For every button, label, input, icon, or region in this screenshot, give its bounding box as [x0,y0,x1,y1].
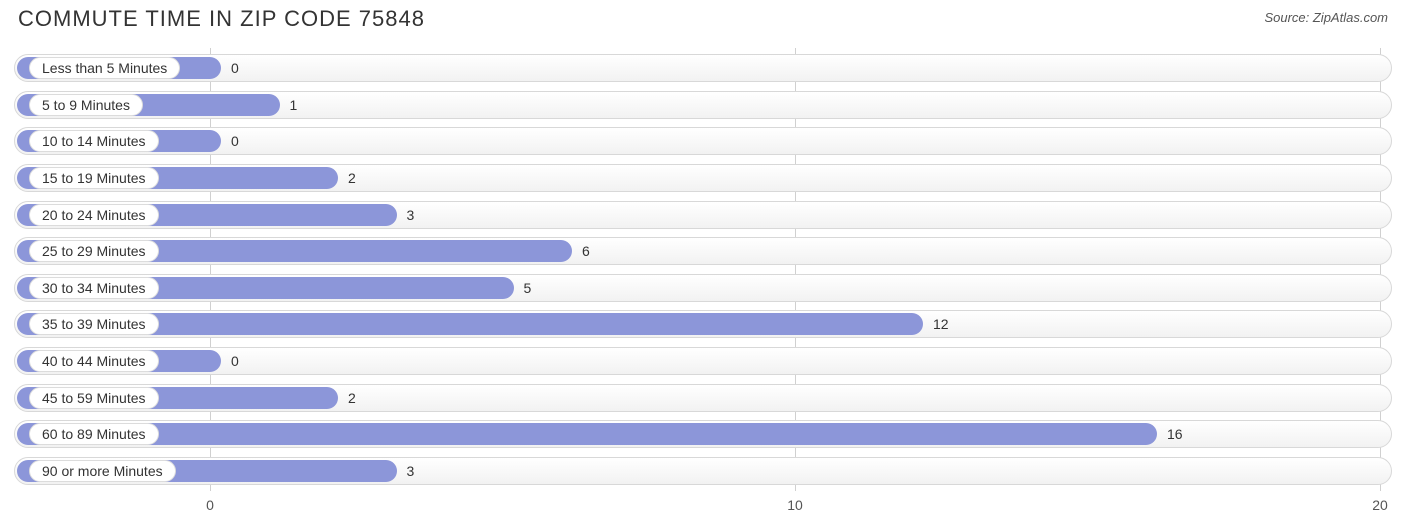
plot-area: Less than 5 Minutes 0 5 to 9 Minutes 1 10 to… [14,48,1392,491]
value-label: 0 [231,60,239,76]
value-label: 2 [348,170,356,186]
bar-row: 30 to 34 Minutes 5 [14,274,1392,302]
value-label: 6 [582,243,590,259]
category-label: 35 to 39 Minutes [29,313,159,335]
category-label: 10 to 14 Minutes [29,130,159,152]
value-label: 1 [290,97,298,113]
value-label: 5 [524,280,532,296]
value-label: 2 [348,390,356,406]
category-label: 20 to 24 Minutes [29,204,159,226]
x-axis: 0 10 20 [14,497,1392,517]
bar-row: 35 to 39 Minutes 12 [14,310,1392,338]
bar-row: 40 to 44 Minutes 0 [14,347,1392,375]
bar-row: 20 to 24 Minutes 3 [14,201,1392,229]
bar-row: 90 or more Minutes 3 [14,457,1392,485]
chart-container: COMMUTE TIME IN ZIP CODE 75848 Source: Z… [0,0,1406,523]
category-label: 30 to 34 Minutes [29,277,159,299]
bar-row: 60 to 89 Minutes 16 [14,420,1392,448]
bar [17,423,1157,445]
chart-header: COMMUTE TIME IN ZIP CODE 75848 Source: Z… [0,0,1406,32]
category-label: 25 to 29 Minutes [29,240,159,262]
bars-group: Less than 5 Minutes 0 5 to 9 Minutes 1 10 to… [14,54,1392,485]
value-label: 3 [407,463,415,479]
x-tick-label: 0 [206,497,214,513]
bar-row: 45 to 59 Minutes 2 [14,384,1392,412]
value-label: 0 [231,133,239,149]
category-label: 90 or more Minutes [29,460,176,482]
bar-row: 25 to 29 Minutes 6 [14,237,1392,265]
bar-row: Less than 5 Minutes 0 [14,54,1392,82]
chart-title: COMMUTE TIME IN ZIP CODE 75848 [18,6,425,32]
category-label: 60 to 89 Minutes [29,423,159,445]
category-label: 5 to 9 Minutes [29,94,143,116]
category-label: 15 to 19 Minutes [29,167,159,189]
category-label: 45 to 59 Minutes [29,387,159,409]
x-tick-label: 20 [1372,497,1388,513]
category-label: 40 to 44 Minutes [29,350,159,372]
bar-row: 15 to 19 Minutes 2 [14,164,1392,192]
value-label: 0 [231,353,239,369]
chart-source: Source: ZipAtlas.com [1264,6,1388,25]
bar-row: 10 to 14 Minutes 0 [14,127,1392,155]
category-label: Less than 5 Minutes [29,57,180,79]
value-label: 12 [933,316,949,332]
x-tick-label: 10 [787,497,803,513]
value-label: 3 [407,207,415,223]
bar-row: 5 to 9 Minutes 1 [14,91,1392,119]
value-label: 16 [1167,426,1183,442]
